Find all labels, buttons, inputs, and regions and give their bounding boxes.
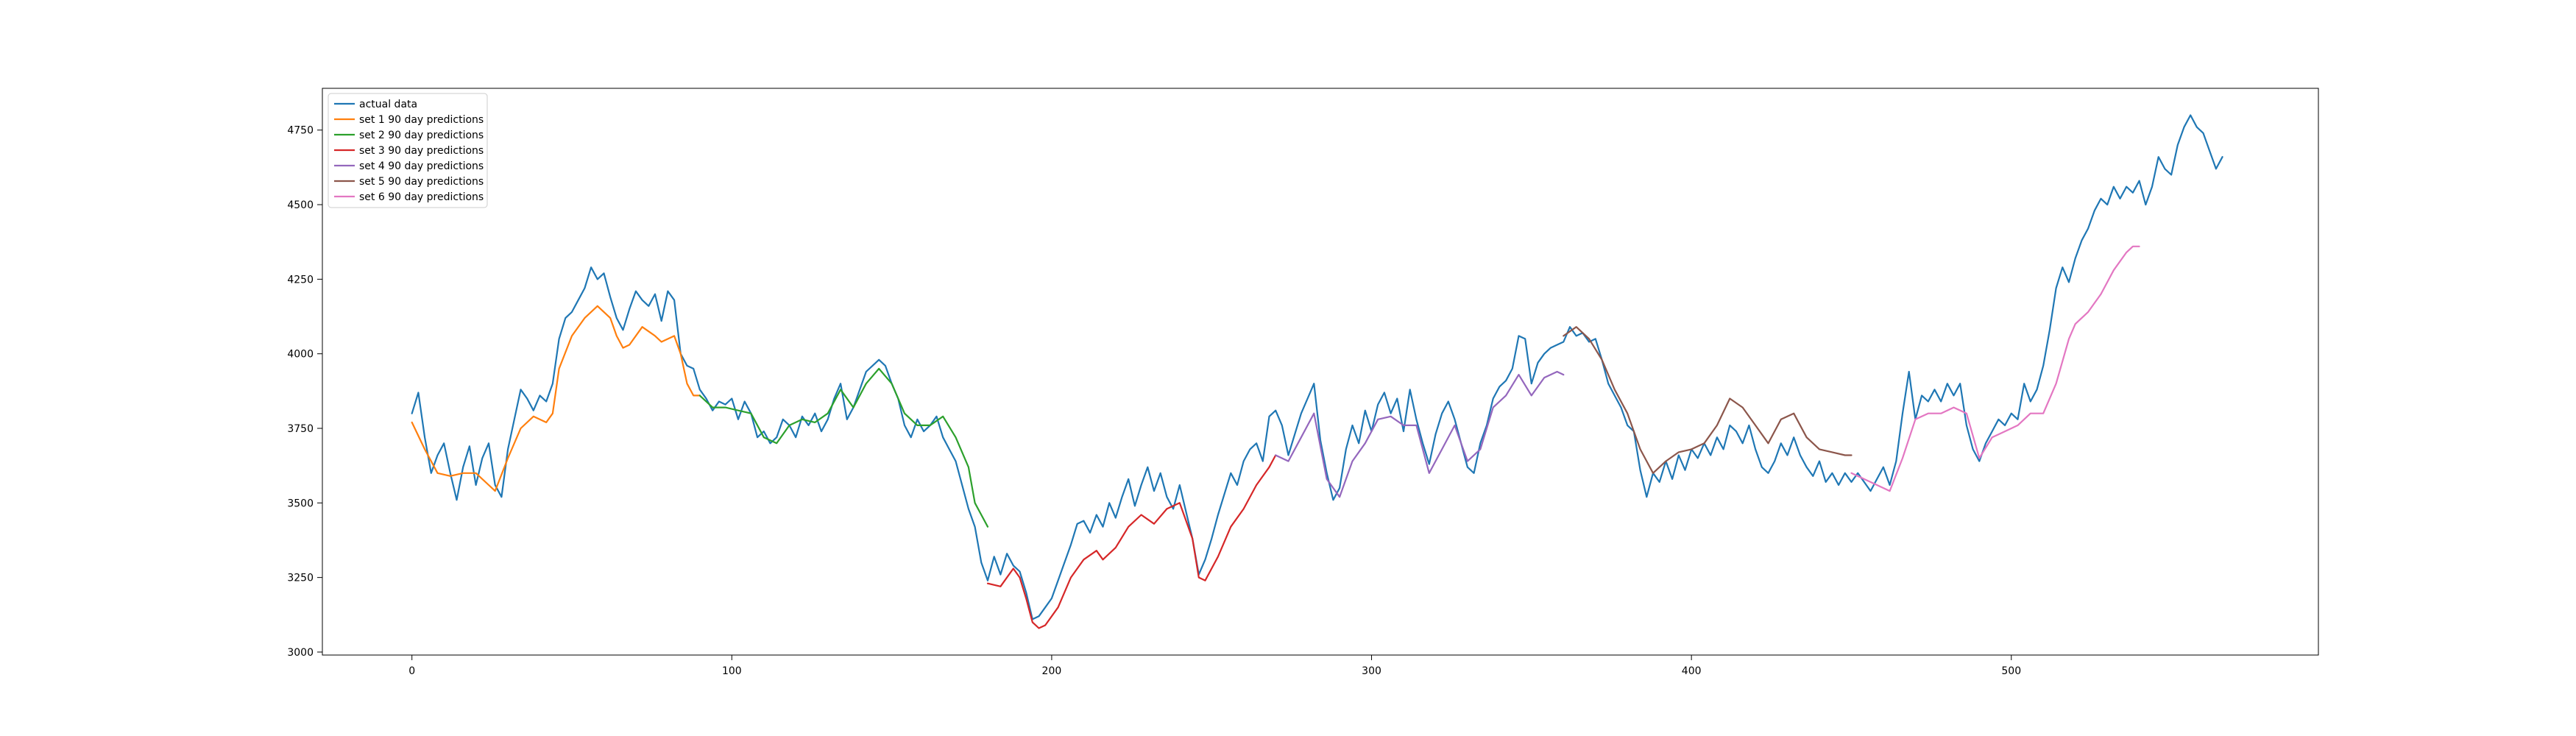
x-tick-label: 400 [1682,665,1702,677]
series-line-2 [411,305,701,492]
legend-label: set 3 90 day predictions [359,145,484,157]
plot-area-frame [322,88,2319,656]
y-axis: 3000 3250 3500 3750 4000 4250 4500 4750 [287,125,322,659]
series-line-1 [411,114,2223,620]
series-line-4 [986,454,1277,629]
series-line-6 [1563,326,1853,474]
y-tick-label: 3500 [287,498,314,509]
y-tick-label: 4000 [287,349,314,361]
series-layer [411,114,2223,629]
x-axis: 0 100 200 300 400 500 [408,655,2021,677]
y-tick-label: 3250 [287,573,314,584]
series-line-5 [1275,370,1565,498]
legend-label: set 4 90 day predictions [359,160,484,172]
y-tick-label: 4250 [287,274,314,286]
legend-label: actual data [359,99,417,110]
legend-label: set 1 90 day predictions [359,114,484,126]
y-tick-label: 3000 [287,647,314,659]
x-tick-label: 0 [408,665,415,677]
x-tick-label: 100 [722,665,742,677]
legend-label: set 5 90 day predictions [359,176,484,188]
x-tick-label: 300 [1362,665,1381,677]
y-tick-label: 3750 [287,423,314,435]
x-tick-label: 200 [1042,665,1062,677]
legend-box [328,93,488,208]
x-tick-label: 500 [2001,665,2021,677]
legend-label: set 2 90 day predictions [359,130,484,141]
legend-label: set 6 90 day predictions [359,191,484,203]
y-tick-label: 4750 [287,125,314,137]
legend: actual data set 1 90 day predictions set 2… [328,93,488,208]
series-line-3 [698,367,989,528]
series-line-7 [1850,245,2140,492]
y-tick-label: 4500 [287,199,314,211]
